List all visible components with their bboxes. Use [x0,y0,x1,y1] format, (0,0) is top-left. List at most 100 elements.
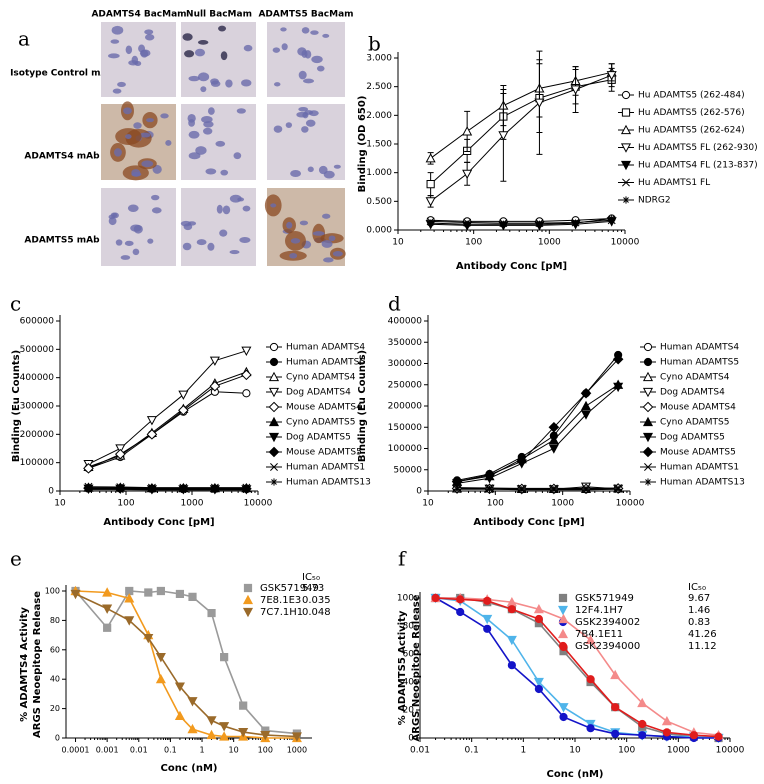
marker [482,614,493,625]
marker [570,85,581,95]
marker [146,416,157,426]
legend-label: Mouse ADAMTS5 [660,448,736,458]
legend-ic50: 0.048 [302,607,331,618]
marker [239,701,248,710]
panel-label: c [10,292,21,316]
legend-label: Human ADAMTS13 [286,478,371,488]
marker [427,219,435,227]
panel-label: b [368,32,381,56]
cell-nucleus [197,72,210,82]
marker [611,729,620,738]
legend-ic50: 9.67 [688,593,710,604]
series-line [456,384,619,483]
legend-label: Human ADAMTS1 [286,463,365,473]
marker [209,356,220,366]
cell-nucleus [151,194,160,201]
marker [209,380,221,392]
x-tick-label: 0.1 [164,746,177,755]
marker [425,153,436,163]
y-tick-label: 2.500 [366,82,392,92]
x-tick-label: 100 [117,499,134,509]
x-axis-title: Antibody Conc [pM] [456,261,567,272]
legend-header: IC₅₀ [302,572,320,583]
legend-label: 7E8.1E3 [260,595,301,606]
marker [533,677,544,688]
marker [453,485,461,493]
y-tick-label: 40 [403,678,415,688]
cell-nucleus [222,205,231,215]
cell-nucleus [115,239,123,246]
legend-marker [642,401,654,413]
cell-nucleus [239,236,251,244]
y-tick-label: 1.000 [366,168,392,178]
cell-nucleus [301,27,310,34]
cell-nucleus [298,70,307,80]
panel-label: e [10,547,22,571]
marker [242,486,250,494]
legend-label: Mouse ADAMTS4 [660,403,736,413]
marker [516,455,528,467]
y-tick-label: 400000 [388,317,423,327]
cell-nucleus [301,126,309,133]
x-tick-label: 0.01 [410,746,430,756]
x-tick-label: 10000 [616,499,645,509]
y-tick-label: 3.000 [366,54,392,64]
marker [84,485,93,494]
marker [484,469,495,481]
y-tick-label: 100000 [20,458,55,468]
y-tick-label: 200000 [20,430,55,440]
x-tick-label: 1 [520,746,526,756]
cell-nucleus [270,203,277,208]
marker [610,669,621,680]
marker [179,486,187,494]
column-label: Null BacMam [186,10,252,20]
cell-nucleus [207,242,215,251]
cell-nucleus [197,40,209,45]
y-tick-label: 60 [50,645,60,654]
x-axis-title: Antibody Conc [pM] [473,517,584,528]
y-tick-label: 0.000 [366,226,392,236]
marker [116,485,124,494]
series-line [456,487,619,489]
x-tick-label: 100 [465,238,482,248]
marker [207,608,216,618]
y-axis-title: % ADAMTS5 Activity [397,610,408,725]
cell-nucleus [225,79,233,88]
legend-label: Human ADAMTS4 [286,343,365,353]
marker [506,635,517,646]
legend-marker [644,463,652,471]
y-tick-label: 350000 [388,338,423,348]
legend-marker [558,593,568,603]
marker [548,421,560,433]
marker [608,214,616,223]
legend-marker [270,478,278,486]
legend-marker [268,371,280,382]
cell-nucleus [184,50,195,58]
cell-nucleus [165,139,172,146]
legend-ic50: 1.46 [688,605,710,616]
marker [548,444,559,454]
marker [533,603,544,614]
series-line [456,386,619,484]
marker [241,346,252,357]
cell-nucleus [144,29,154,35]
cell-nucleus [205,168,217,175]
legend-marker [268,387,280,398]
cell-nucleus [141,160,154,168]
cell-nucleus [332,251,343,257]
marker [462,126,473,136]
cell-nucleus [187,221,197,226]
cell-nucleus [322,33,330,38]
cell-nucleus [130,224,142,232]
legend-label: Human ADAMTS5 [660,358,739,368]
cell-nucleus [328,235,336,242]
cell-nucleus [236,108,246,114]
series-line [430,74,612,202]
panel-label: d [388,292,401,316]
legend-marker [558,641,568,651]
legend-marker [270,463,278,471]
marker [144,588,153,597]
marker [291,732,302,742]
marker [662,728,671,737]
marker [485,485,494,493]
